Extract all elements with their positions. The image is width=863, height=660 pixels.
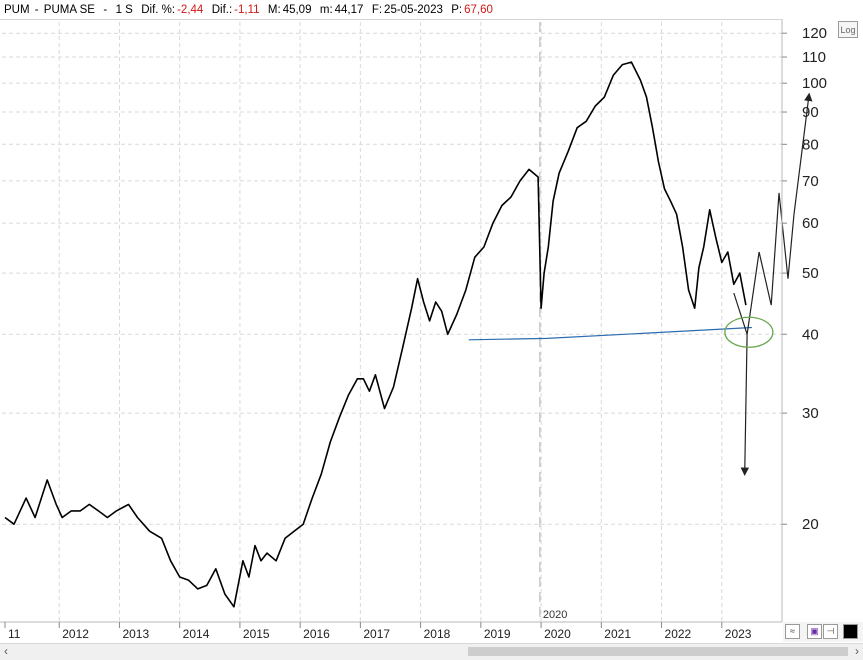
change-pct-value: -2,44 <box>177 4 204 16</box>
x-tick-label: 2017 <box>363 627 390 641</box>
annotation-ellipse <box>724 316 774 348</box>
y-tick-label: 110 <box>802 49 826 66</box>
grid <box>2 22 782 622</box>
series-price <box>4 61 747 608</box>
scroll-left-icon[interactable]: ‹ <box>4 644 8 658</box>
low-value: 44,17 <box>334 4 364 16</box>
y-tick-label: 80 <box>802 136 819 153</box>
x-tick-label: 2023 <box>725 627 752 641</box>
x-tick-label: 2021 <box>604 627 631 641</box>
save-icon[interactable]: ▣ <box>807 624 822 639</box>
y-axis: 20 30 40 50 60 70 80 90 100 110 120 <box>781 20 827 622</box>
y-tick-label: 50 <box>802 265 819 282</box>
symbol: PUM <box>4 4 30 16</box>
series-layer <box>4 61 813 608</box>
x-tick-label: 2018 <box>424 627 451 641</box>
change-pct-label: Dif. %: <box>141 4 176 16</box>
y-tick-label: 20 <box>802 516 819 533</box>
vertical-marker: 2020 <box>539 22 567 622</box>
x-tick-label: 2015 <box>243 627 270 641</box>
y-tick-label: 30 <box>802 405 819 422</box>
x-axis: 11 2012 2013 2014 2015 2016 2017 2018 2019 2020 20… <box>0 621 782 641</box>
price-label: P: <box>451 4 463 16</box>
x-tick-label: 2019 <box>484 627 511 641</box>
log-scale-button[interactable]: Log <box>838 21 858 38</box>
change-value: -1,11 <box>234 4 260 16</box>
x-tick-label: 2022 <box>665 627 692 641</box>
date-label: F: <box>371 4 383 16</box>
change-label: Dif.: <box>211 4 233 16</box>
y-tick-label: 70 <box>802 173 819 190</box>
low-label: m: <box>319 4 333 16</box>
series-projection <box>733 92 813 335</box>
scroll-thumb[interactable] <box>468 647 848 656</box>
x-tick-label: 2020 <box>544 627 571 641</box>
x-tick-label: 2016 <box>303 627 330 641</box>
y-tick-label: 100 <box>802 75 827 92</box>
x-tick-label: 11 <box>8 627 21 641</box>
horizontal-scrollbar[interactable]: ‹ › <box>0 643 863 660</box>
x-tick-label: 2012 <box>62 627 89 641</box>
price-value: 67,60 <box>464 4 493 16</box>
y-tick-label: 60 <box>802 215 819 232</box>
high-label: M: <box>267 4 281 16</box>
y-tick-label: 120 <box>802 25 827 42</box>
scroll-right-icon[interactable]: › <box>855 644 859 658</box>
series-projection-down <box>740 334 750 476</box>
y-tick-label: 90 <box>802 104 819 121</box>
wave-icon[interactable]: ≈ <box>785 624 800 639</box>
date-value: 25-05-2023 <box>384 4 443 16</box>
x-tick-label: 2014 <box>183 627 210 641</box>
instrument-name: PUMA SE <box>43 4 95 16</box>
timeframe: 1 S <box>115 4 133 16</box>
chart-tools: ≈ ▣ ⊣ <box>783 622 863 642</box>
annotations <box>724 316 774 348</box>
series-trendline <box>468 326 752 341</box>
x-tick-label: 2013 <box>122 627 149 641</box>
color-swatch-icon[interactable] <box>843 624 858 639</box>
price-chart[interactable]: 2020 20 30 40 50 60 70 80 90 100 110 120 11 2012 201… <box>0 0 863 643</box>
pin-icon[interactable]: ⊣ <box>823 624 838 639</box>
high-value: 45,09 <box>282 4 312 16</box>
vertical-marker-label: 2020 <box>543 609 567 621</box>
y-tick-label: 40 <box>802 326 819 343</box>
chart-header: PUM - PUMA SE - 1 S Dif. %: -2,44 Dif.: -1… <box>0 0 783 20</box>
